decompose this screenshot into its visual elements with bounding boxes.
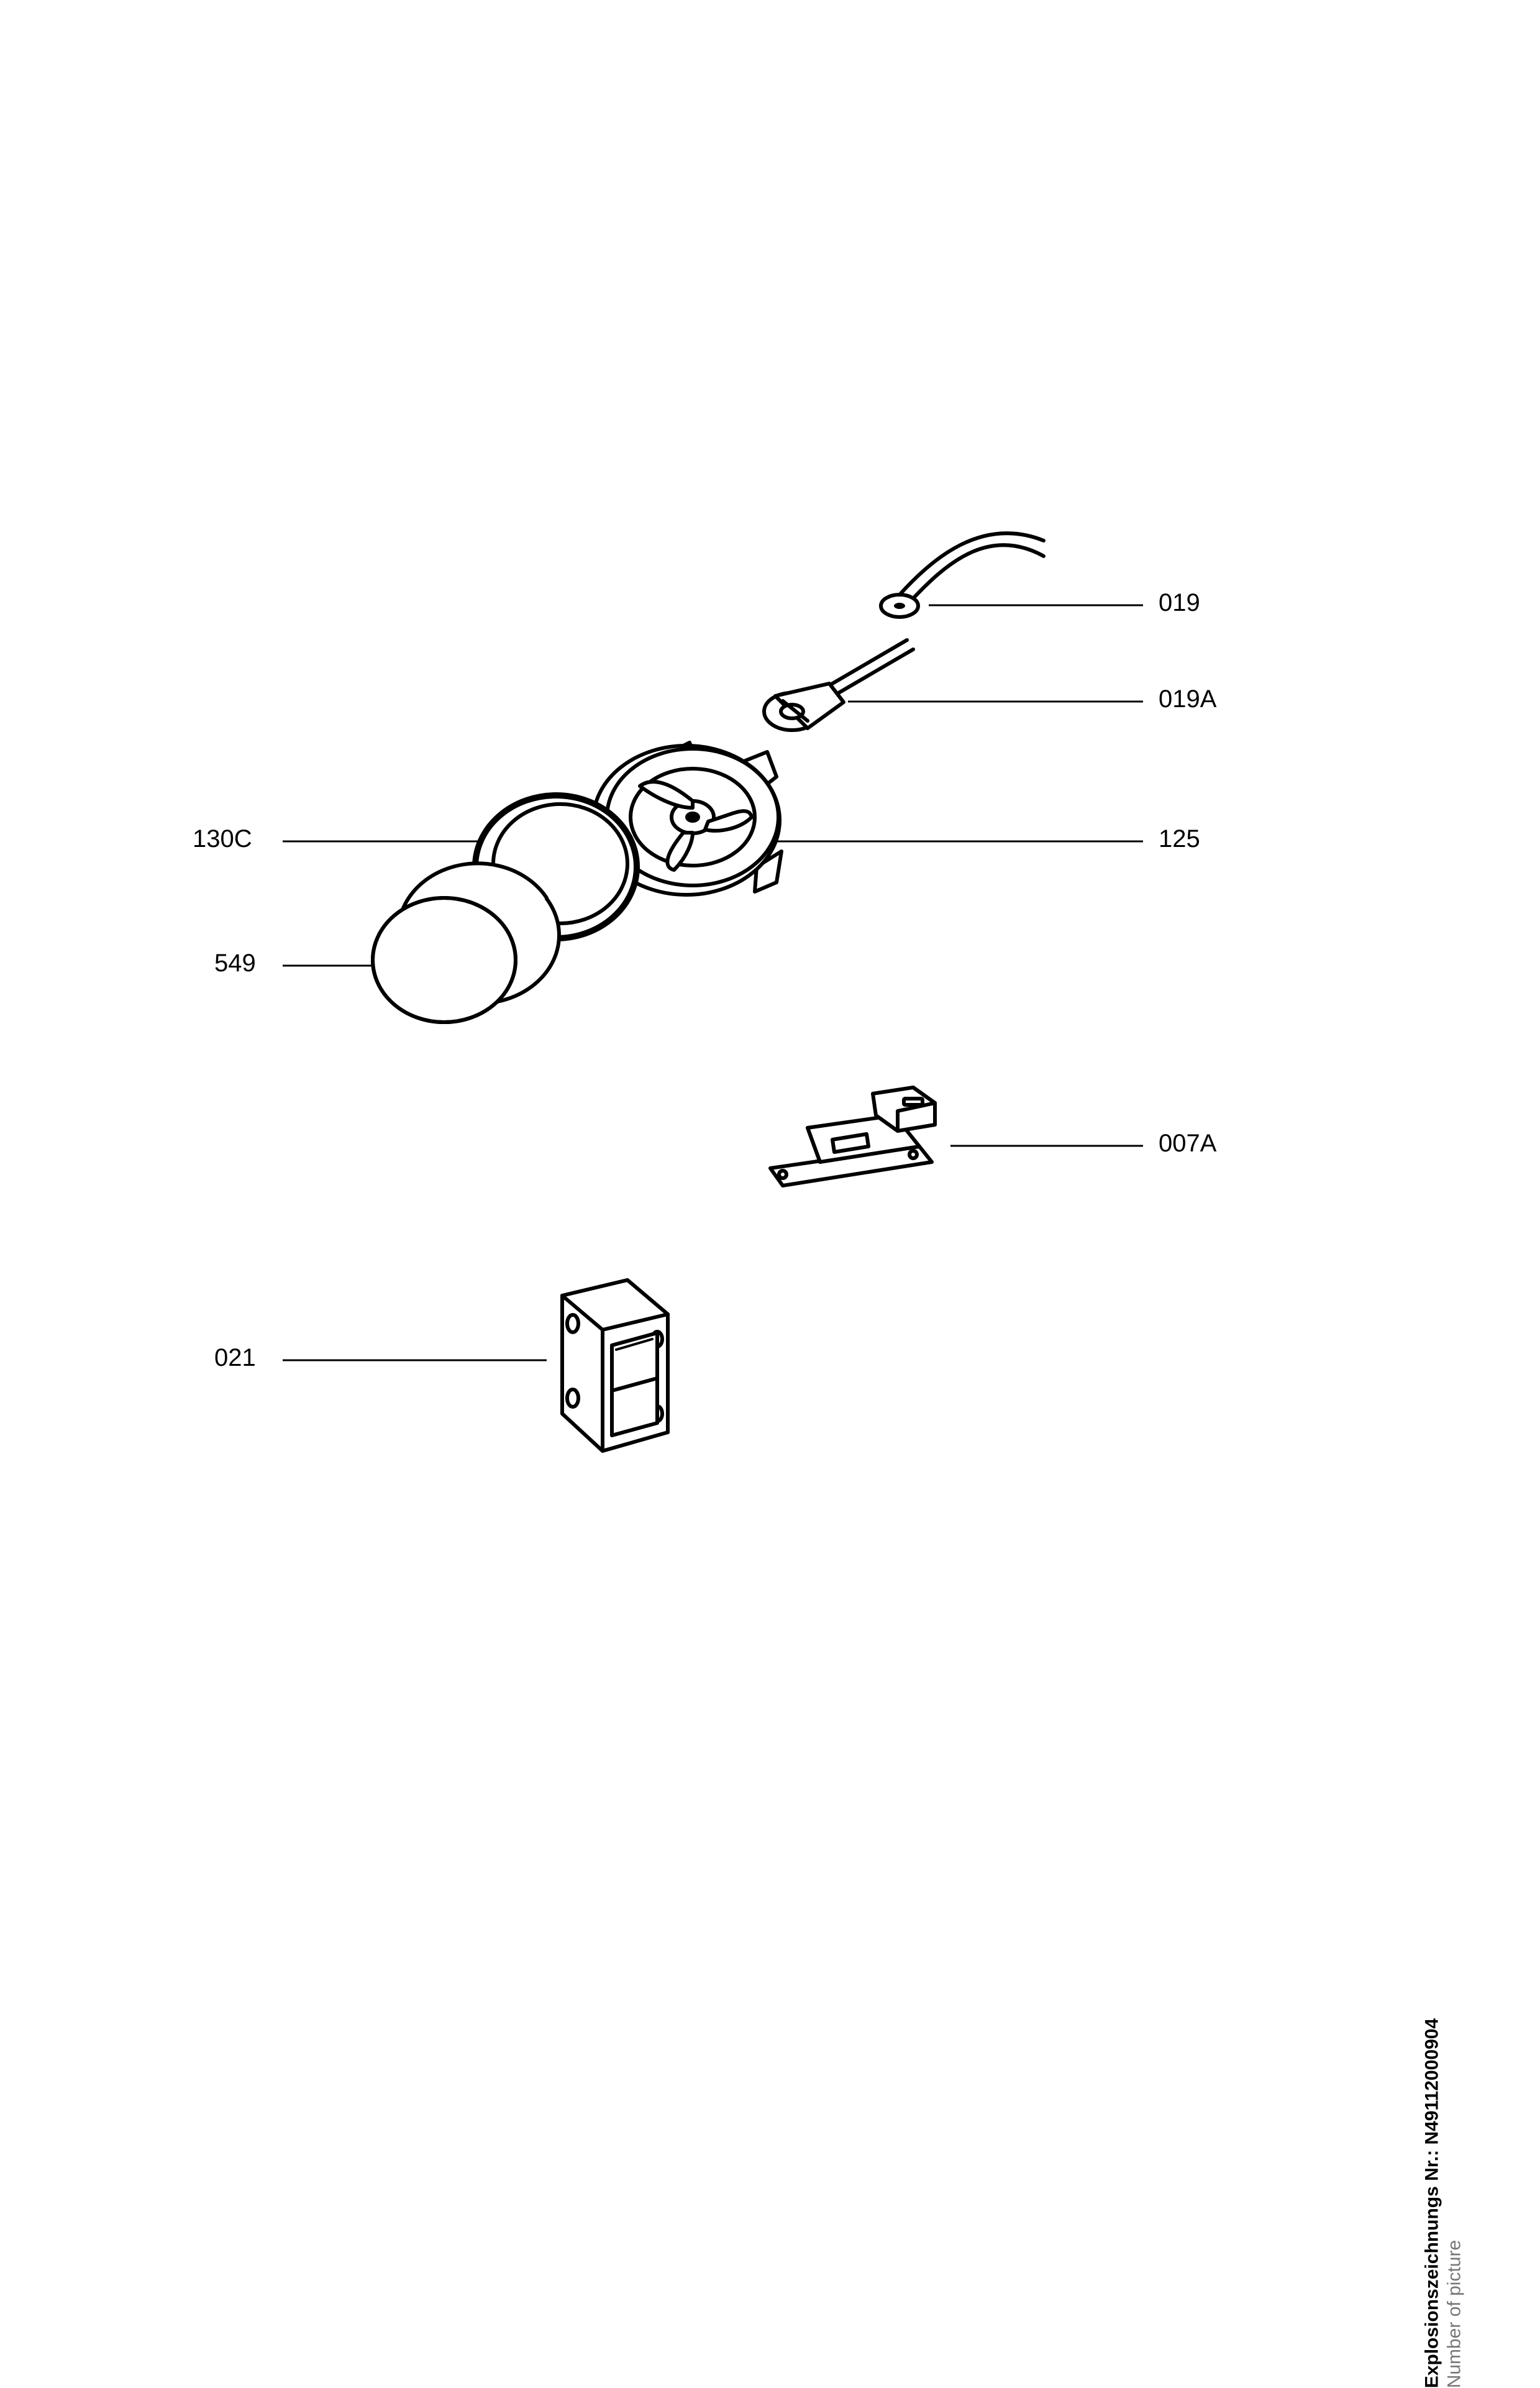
footer-value: N49112000904 bbox=[1421, 2018, 1442, 2145]
exploded-view-svg bbox=[0, 0, 1540, 2180]
part-007a bbox=[770, 1087, 935, 1186]
label-549: 549 bbox=[214, 949, 256, 977]
footer-subtitle: Number of picture bbox=[1444, 2240, 1464, 2388]
label-125: 125 bbox=[1159, 825, 1200, 853]
part-549 bbox=[373, 863, 559, 1022]
label-021: 021 bbox=[214, 1344, 256, 1372]
footer-label: Explosionszeichnungs Nr.: bbox=[1421, 2150, 1442, 2388]
label-019a: 019A bbox=[1159, 685, 1216, 713]
label-019: 019 bbox=[1159, 589, 1200, 617]
label-007a: 007A bbox=[1159, 1130, 1216, 1158]
part-021 bbox=[562, 1280, 668, 1451]
footer-drawing-number: Explosionszeichnungs Nr.: N49112000904 N… bbox=[1421, 2018, 1465, 2388]
parts-group bbox=[373, 533, 1044, 1451]
label-130c: 130C bbox=[193, 825, 252, 853]
part-019a bbox=[764, 640, 913, 730]
